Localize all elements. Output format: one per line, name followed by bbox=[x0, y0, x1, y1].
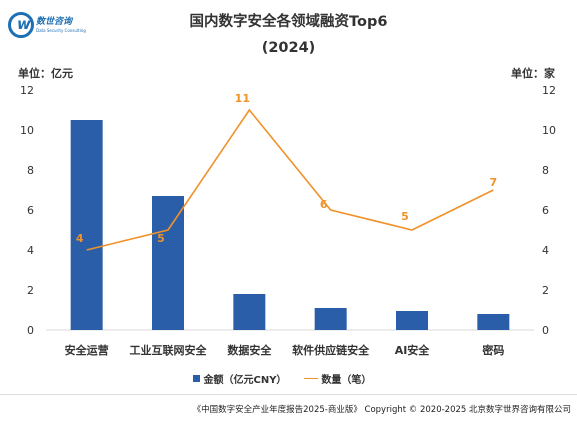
right-tick-label: 8 bbox=[542, 164, 549, 177]
right-tick-label: 2 bbox=[542, 284, 549, 297]
chart-legend: 金额（亿元CNY） 数量（笔） bbox=[193, 371, 371, 386]
footer-copyright: 《中国数字安全产业年度报告2025-商业版》 Copyright © 2020-… bbox=[192, 405, 571, 415]
right-tick-label: 0 bbox=[542, 324, 549, 337]
left-tick-label: 10 bbox=[20, 124, 34, 137]
bar bbox=[477, 314, 510, 330]
left-tick-label: 12 bbox=[20, 84, 34, 97]
logo-w-icon: w bbox=[17, 15, 31, 33]
chart-title: 国内数字安全各领域融资Top6 bbox=[189, 14, 388, 30]
logo-chinese-name: 数世咨询 bbox=[36, 17, 73, 27]
bar bbox=[70, 120, 103, 330]
bar bbox=[314, 308, 347, 330]
logo-ring-icon bbox=[8, 12, 34, 38]
right-tick-label: 4 bbox=[542, 244, 549, 257]
right-tick-label: 6 bbox=[542, 204, 549, 217]
bar bbox=[233, 294, 266, 330]
line-series bbox=[86, 108, 494, 251]
category-label: 工业互联网安全 bbox=[130, 343, 208, 357]
line-data-label: 5 bbox=[401, 210, 409, 223]
line-data-label: 7 bbox=[490, 176, 498, 189]
left-tick-label: 8 bbox=[27, 164, 34, 177]
left-tick-label: 6 bbox=[27, 204, 34, 217]
left-tick-label: 0 bbox=[27, 324, 34, 337]
right-tick-label: 10 bbox=[542, 124, 556, 137]
right-axis-unit: 单位：家 bbox=[511, 67, 555, 80]
category-label: 密码 bbox=[482, 343, 504, 357]
line-data-label: 4 bbox=[76, 232, 84, 245]
left-tick-label: 4 bbox=[27, 244, 34, 257]
footer-divider bbox=[0, 394, 577, 395]
legend-bar-swatch bbox=[193, 375, 200, 382]
line-data-label: 5 bbox=[157, 232, 165, 245]
brand-logo: w 数世咨询 Data Security Consulting bbox=[8, 10, 88, 44]
left-axis-unit: 单位：亿元 bbox=[18, 67, 73, 80]
category-label: 安全运营 bbox=[65, 343, 109, 357]
chart-subtitle: (2024) bbox=[261, 40, 316, 56]
category-label: 软件供应链安全 bbox=[292, 343, 370, 357]
bar bbox=[152, 196, 184, 330]
legend-line-label: 数量（笔） bbox=[321, 375, 372, 386]
left-tick-label: 2 bbox=[27, 284, 34, 297]
line-data-label: 6 bbox=[320, 198, 328, 211]
category-label: AI安全 bbox=[395, 343, 431, 357]
bar bbox=[396, 311, 428, 330]
logo-english-name: Data Security Consulting bbox=[36, 28, 86, 33]
line-data-label: 11 bbox=[235, 92, 250, 105]
category-label: 数据安全 bbox=[227, 343, 272, 357]
legend-bar-label: 金额（亿元CNY） bbox=[203, 375, 287, 386]
right-tick-label: 12 bbox=[542, 84, 556, 97]
legend-line-swatch bbox=[303, 378, 318, 379]
